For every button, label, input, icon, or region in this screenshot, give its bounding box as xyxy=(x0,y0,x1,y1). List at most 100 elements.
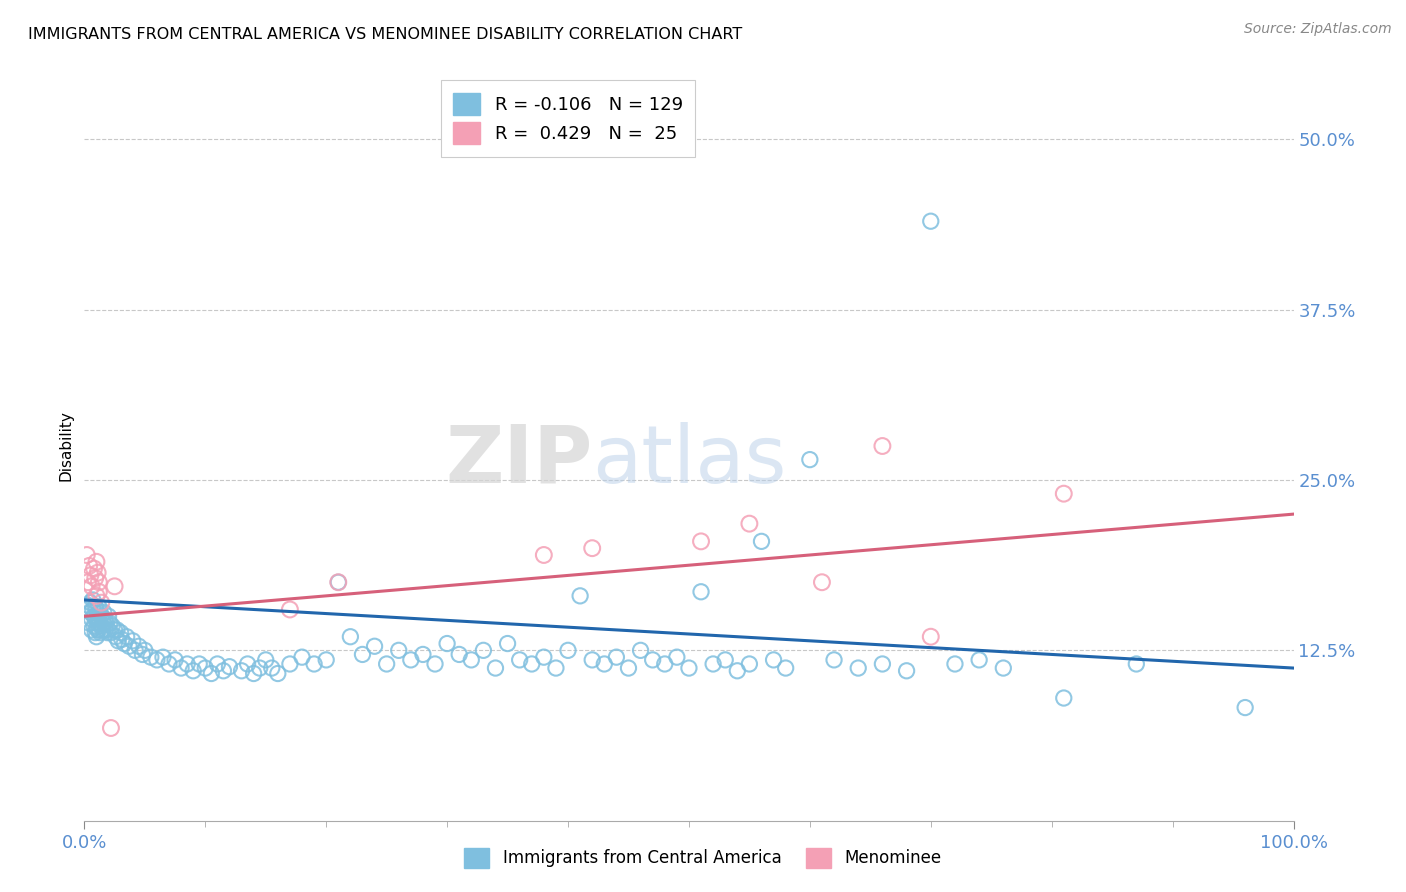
Point xyxy=(1053,486,1076,500)
Point xyxy=(165,653,187,667)
Point xyxy=(89,605,111,619)
Point xyxy=(278,602,301,616)
Point xyxy=(654,657,676,671)
Point xyxy=(170,661,193,675)
Point xyxy=(86,602,108,616)
Point xyxy=(89,616,111,631)
Point xyxy=(1234,700,1257,714)
Point xyxy=(605,650,627,665)
Point xyxy=(1125,657,1147,671)
Point xyxy=(76,602,98,616)
Point xyxy=(460,653,482,667)
Point xyxy=(77,616,100,631)
Point xyxy=(665,650,688,665)
Text: ZIP: ZIP xyxy=(444,422,592,500)
Point xyxy=(581,541,603,556)
Y-axis label: Disability: Disability xyxy=(58,410,73,482)
Point xyxy=(278,657,301,671)
Point xyxy=(207,657,229,671)
Point xyxy=(328,575,350,590)
Point xyxy=(76,548,98,562)
Point xyxy=(254,653,277,667)
Point xyxy=(87,612,110,626)
Point xyxy=(533,548,555,562)
Point xyxy=(496,636,519,650)
Point xyxy=(738,516,761,531)
Point xyxy=(91,623,114,637)
Point xyxy=(86,589,108,603)
Point xyxy=(89,625,111,640)
Point xyxy=(738,657,761,671)
Point xyxy=(702,657,724,671)
Point xyxy=(82,593,104,607)
Point xyxy=(242,666,264,681)
Point xyxy=(509,653,531,667)
Point xyxy=(194,661,217,675)
Point xyxy=(484,661,506,675)
Point xyxy=(77,599,100,613)
Point xyxy=(97,609,120,624)
Point xyxy=(714,653,737,667)
Point xyxy=(139,650,162,665)
Point xyxy=(86,623,108,637)
Point xyxy=(260,661,283,675)
Point xyxy=(80,612,103,626)
Point xyxy=(93,616,115,631)
Point xyxy=(101,619,124,633)
Point xyxy=(328,575,350,590)
Point xyxy=(157,657,180,671)
Point xyxy=(181,664,204,678)
Point xyxy=(94,623,117,637)
Point xyxy=(84,571,107,585)
Point xyxy=(93,605,115,619)
Point xyxy=(86,566,108,580)
Point xyxy=(80,623,103,637)
Point xyxy=(115,630,138,644)
Point xyxy=(920,214,942,228)
Point xyxy=(86,630,108,644)
Point xyxy=(617,661,640,675)
Point xyxy=(77,558,100,573)
Point xyxy=(91,612,114,626)
Point xyxy=(90,596,112,610)
Point xyxy=(212,664,235,678)
Point xyxy=(128,640,150,654)
Point xyxy=(823,653,845,667)
Point xyxy=(533,650,555,665)
Point xyxy=(412,648,434,662)
Point xyxy=(87,623,110,637)
Point xyxy=(86,616,108,631)
Point xyxy=(472,643,495,657)
Point xyxy=(86,620,108,634)
Point xyxy=(967,653,990,667)
Point xyxy=(124,643,146,657)
Point xyxy=(79,596,101,610)
Point xyxy=(678,661,700,675)
Point xyxy=(388,643,411,657)
Point xyxy=(80,579,103,593)
Point xyxy=(152,650,174,665)
Point xyxy=(82,602,104,616)
Point xyxy=(112,636,135,650)
Point xyxy=(134,643,156,657)
Point xyxy=(315,653,337,667)
Point xyxy=(188,657,211,671)
Point xyxy=(762,653,785,667)
Point xyxy=(920,630,942,644)
Point xyxy=(111,632,134,647)
Point xyxy=(94,616,117,631)
Point xyxy=(236,657,259,671)
Text: Source: ZipAtlas.com: Source: ZipAtlas.com xyxy=(1244,22,1392,37)
Point xyxy=(87,575,110,590)
Point xyxy=(105,623,128,637)
Point xyxy=(83,619,105,633)
Point xyxy=(104,630,127,644)
Point xyxy=(121,633,143,648)
Point xyxy=(98,616,121,631)
Point xyxy=(104,623,127,637)
Legend: R = -0.106   N = 129, R =  0.429   N =  25: R = -0.106 N = 129, R = 0.429 N = 25 xyxy=(440,80,696,157)
Point xyxy=(86,555,108,569)
Point xyxy=(79,605,101,619)
Point xyxy=(449,648,471,662)
Point xyxy=(97,623,120,637)
